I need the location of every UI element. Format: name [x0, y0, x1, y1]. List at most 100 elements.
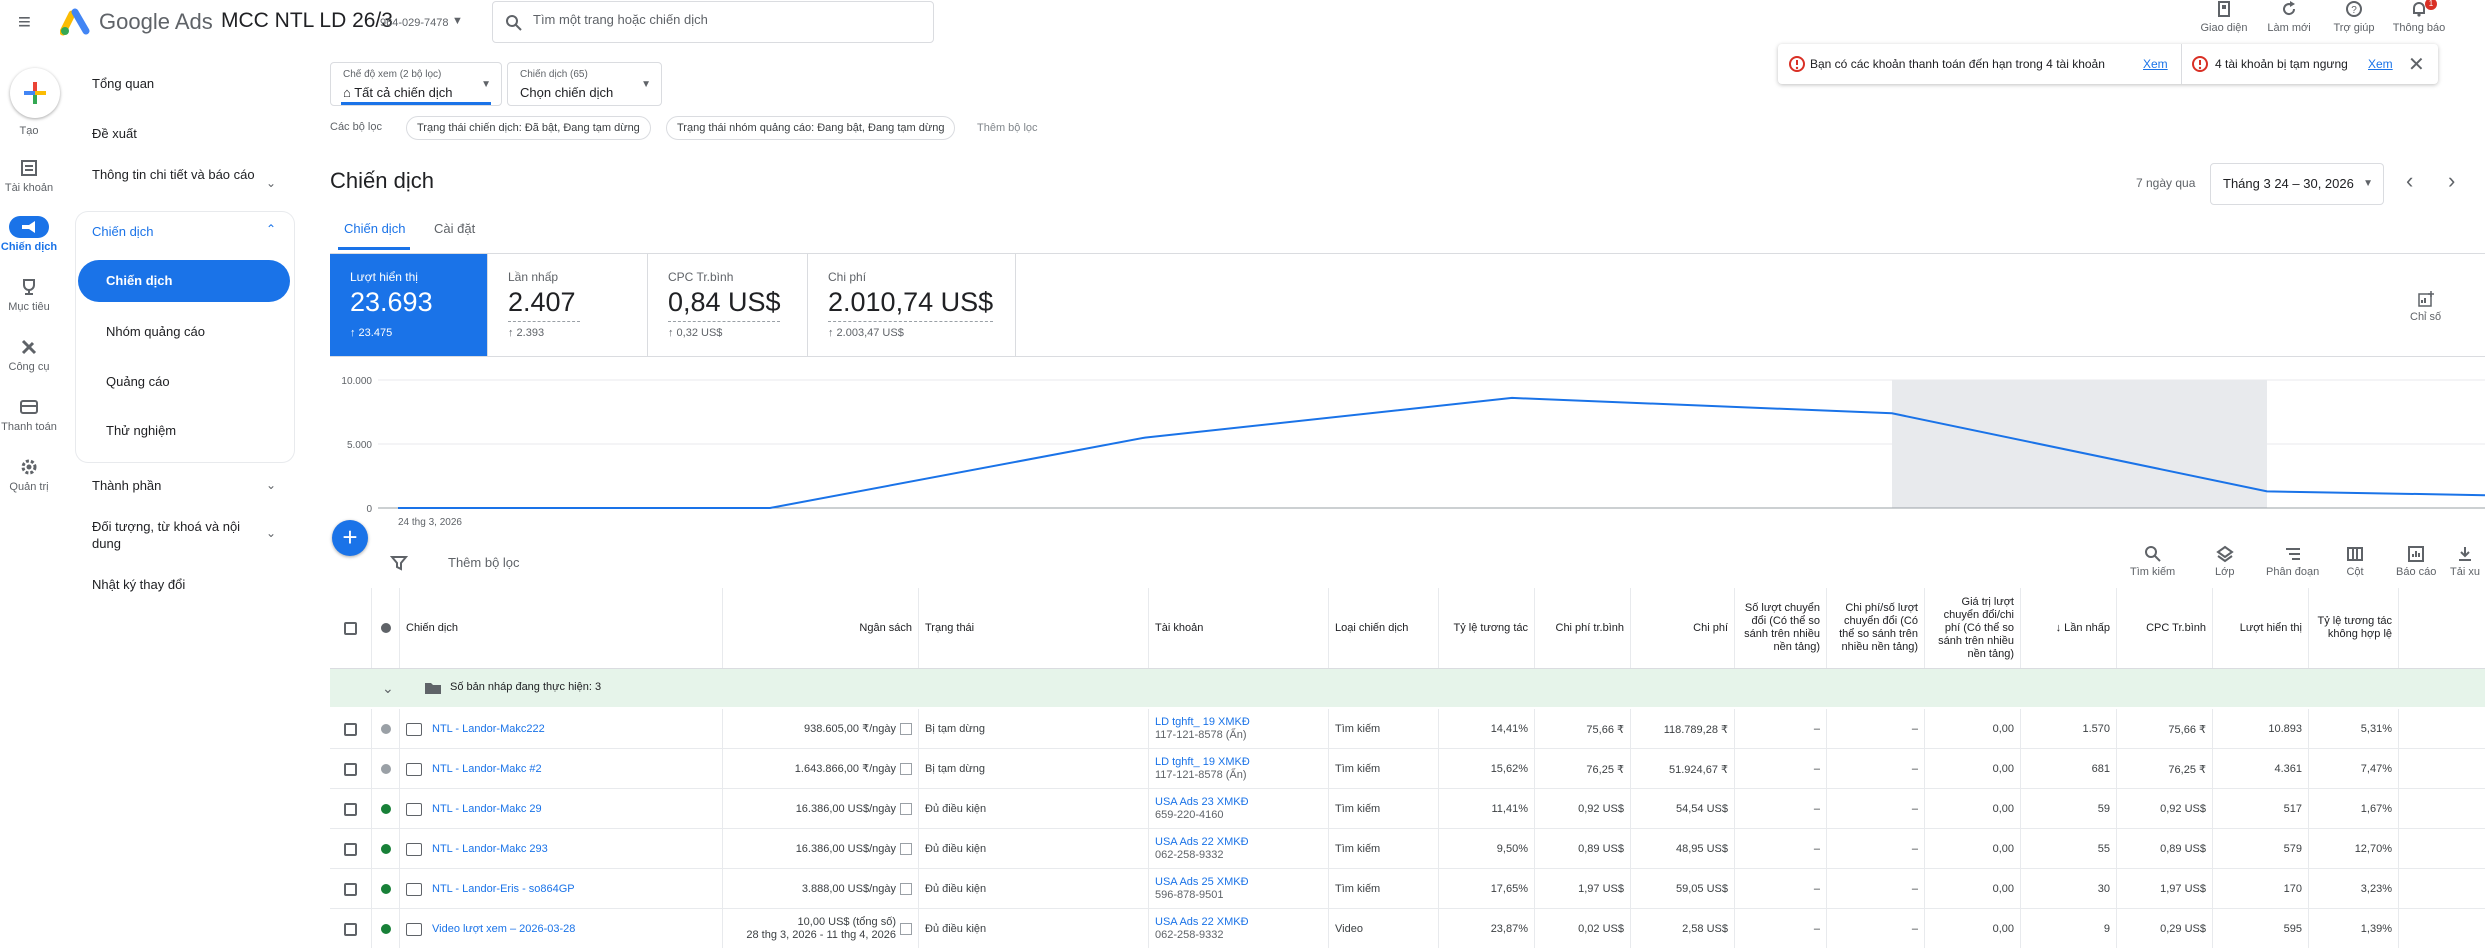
chevron-down-icon[interactable]: ⌄ [265, 478, 276, 492]
budget-chart-icon[interactable] [900, 763, 912, 775]
date-range-selector[interactable]: Tháng 3 24 – 30, 2026 ▼ [2210, 163, 2384, 205]
chevron-left-icon[interactable]: ‹ [2406, 168, 2414, 193]
chevron-down-icon[interactable]: ⌄ [265, 176, 276, 190]
cell-name[interactable]: NTL - Landor-Makc 29 [400, 789, 723, 829]
table-row[interactable]: NTL - Landor-Makc222 938.605,00 ₹/ngày Bị … [330, 709, 2485, 749]
kpi-cost[interactable]: Chi phí 2.010,74 US$ ↑ 2.003,47 US$ [808, 254, 1016, 356]
header-avg-cpc[interactable]: CPC Tr.bình [2117, 588, 2213, 668]
tab-settings[interactable]: Cài đặt [434, 221, 476, 236]
cell-name[interactable]: NTL - Landor-Eris - so864GP [400, 869, 723, 909]
rail-item-billing[interactable]: Thanh toán [0, 397, 58, 433]
account-name[interactable]: MCC NTL LD 26/3 [221, 9, 393, 32]
help-button[interactable]: ? Trợ giúp [2322, 0, 2386, 34]
header-type[interactable]: Loại chiến dịch [1329, 588, 1439, 668]
notification-suspended-link[interactable]: Xem [2368, 57, 2393, 71]
kpi-avg-cpc[interactable]: CPC Tr.bình 0,84 US$ ↑ 0,32 US$ [648, 254, 808, 356]
layers-button[interactable]: Lớp [2215, 545, 2234, 578]
nav-recommendations[interactable]: Đề xuất [92, 126, 137, 141]
campaign-name[interactable]: NTL - Landor-Makc #2 [432, 763, 542, 775]
chevron-down-icon[interactable]: ⌄ [265, 526, 276, 540]
columns-button[interactable]: Cột [2346, 545, 2364, 578]
status-dot[interactable] [372, 869, 400, 909]
notifications-button[interactable]: 1 Thông báo [2387, 0, 2451, 34]
status-dot[interactable] [372, 709, 400, 749]
download-button[interactable]: Tải xu [2450, 545, 2480, 578]
refresh-button[interactable]: Làm mới [2257, 0, 2321, 34]
cell-name[interactable]: NTL - Landor-Makc222 [400, 709, 723, 749]
campaign-name[interactable]: NTL - Landor-Makc 293 [432, 843, 548, 855]
campaign-selector[interactable]: Chiến dịch (65) Chọn chiến dịch ▼ [507, 62, 662, 106]
campaign-name[interactable]: NTL - Landor-Makc 29 [432, 803, 542, 815]
budget-chart-icon[interactable] [900, 923, 912, 935]
nav-assets[interactable]: Thành phần [92, 478, 162, 493]
filter-chip-adgroup-status[interactable]: Trạng thái nhóm quảng cáo: Đang bật, Đan… [666, 116, 956, 140]
campaign-name[interactable]: NTL - Landor-Eris - so864GP [432, 883, 575, 895]
menu-icon[interactable]: ≡ [18, 9, 31, 34]
budget-chart-icon[interactable] [900, 843, 912, 855]
cell-name[interactable]: Video lượt xem – 2026-03-28 [400, 909, 723, 948]
account-link[interactable]: USA Ads 22 XMKĐ [1155, 836, 1249, 848]
filter-chip-campaign-status[interactable]: Trạng thái chiến dịch: Đã bật, Đang tạm … [406, 116, 651, 140]
search-input[interactable] [533, 12, 923, 27]
header-cost[interactable]: Chi phí [1631, 588, 1735, 668]
nav-audiences[interactable]: Đối tượng, từ khoá và nội dung [76, 518, 256, 552]
header-impressions[interactable]: Lượt hiển thị [2213, 588, 2309, 668]
header-avg-cost[interactable]: Chi phí tr.bình [1535, 588, 1631, 668]
segment-button[interactable]: Phân đoạn [2266, 545, 2319, 578]
header-conversions[interactable]: Số lượt chuyển đổi (Có thể so sánh trên … [1735, 588, 1827, 668]
chevron-up-icon[interactable]: ⌃ [265, 222, 276, 236]
rail-item-tools[interactable]: Công cụ [0, 337, 58, 373]
table-row[interactable]: NTL - Landor-Eris - so864GP 3.888,00 US$/… [330, 869, 2485, 909]
budget-chart-icon[interactable] [900, 723, 912, 735]
row-checkbox[interactable] [330, 789, 372, 829]
header-account[interactable]: Tài khoản [1149, 588, 1329, 668]
header-ctr[interactable]: Tỷ lệ tương tác [1439, 588, 1535, 668]
notification-payment-link[interactable]: Xem [2143, 57, 2168, 71]
row-checkbox[interactable] [330, 869, 372, 909]
header-budget[interactable]: Ngân sách [723, 588, 919, 668]
kpi-clicks[interactable]: Lần nhấp 2.407 ↑ 2.393 [488, 254, 648, 356]
rail-item-campaigns[interactable]: Chiến dịch [0, 216, 58, 253]
cell-name[interactable]: NTL - Landor-Makc 293 [400, 829, 723, 869]
rail-item-goals[interactable]: Mục tiêu [0, 277, 58, 313]
account-link[interactable]: LD tghft_ 19 XMKĐ [1155, 756, 1250, 768]
header-cost-per-conv[interactable]: Chi phí/số lượt chuyển đổi (Có thể so sá… [1827, 588, 1925, 668]
nav-experiments[interactable]: Thử nghiệm [106, 423, 177, 438]
table-row[interactable]: Video lượt xem – 2026-03-28 10,00 US$ (tổ… [330, 909, 2485, 948]
row-checkbox[interactable] [330, 909, 372, 948]
table-row[interactable]: NTL - Landor-Makc 293 16.386,00 US$/ngày Đ… [330, 829, 2485, 869]
table-row[interactable]: NTL - Landor-Makc 29 16.386,00 US$/ngày Đủ… [330, 789, 2485, 829]
add-filter-link[interactable]: Thêm bộ lọc [977, 122, 1038, 134]
row-checkbox[interactable] [330, 749, 372, 789]
header-campaign[interactable]: Chiến dịch [400, 588, 723, 668]
view-selector[interactable]: Chế độ xem (2 bộ lọc) ⌂ Tất cả chiến dịc… [330, 62, 502, 106]
header-clicks[interactable]: ↓ Lần nhấp [2021, 588, 2117, 668]
report-button[interactable]: Báo cáo [2396, 545, 2436, 578]
filter-icon[interactable] [390, 554, 408, 572]
add-campaign-button[interactable]: + [332, 520, 368, 556]
nav-insights[interactable]: Thông tin chi tiết và báo cáo [76, 167, 256, 183]
nav-ad-groups[interactable]: Nhóm quảng cáo [106, 324, 206, 339]
status-dot[interactable] [372, 829, 400, 869]
search-box[interactable] [492, 1, 934, 43]
header-conv-value-cost[interactable]: Giá trị lượt chuyển đổi/chi phí (Có thể … [1925, 588, 2021, 668]
nav-overview[interactable]: Tổng quan [92, 76, 155, 91]
status-dot[interactable] [372, 789, 400, 829]
table-row[interactable]: NTL - Landor-Makc #2 1.643.866,00 ₹/ngày B… [330, 749, 2485, 789]
appearance-button[interactable]: Giao diện [2192, 0, 2256, 34]
metrics-button[interactable]: Chỉ số [2410, 290, 2441, 323]
drafts-row[interactable]: ⌄ Số bản nháp đang thực hiện: 3 [330, 669, 2485, 707]
table-search-button[interactable]: Tìm kiếm [2130, 545, 2175, 578]
campaign-name[interactable]: Video lượt xem – 2026-03-28 [432, 923, 576, 935]
chevron-right-icon[interactable]: › [2448, 168, 2456, 193]
cell-name[interactable]: NTL - Landor-Makc #2 [400, 749, 723, 789]
status-dot[interactable] [372, 749, 400, 789]
rail-item-accounts[interactable]: Tài khoản [0, 158, 58, 194]
header-invalid-rate[interactable]: Tỷ lệ tương tác không hợp lệ [2309, 588, 2399, 668]
select-all-checkbox[interactable] [330, 588, 372, 668]
add-filter-button[interactable]: Thêm bộ lọc [448, 555, 520, 570]
kpi-impressions[interactable]: Lượt hiển thị 23.693 ↑ 23.475 [330, 254, 488, 356]
row-checkbox[interactable] [330, 709, 372, 749]
row-checkbox[interactable] [330, 829, 372, 869]
account-link[interactable]: LD tghft_ 19 XMKĐ [1155, 716, 1250, 728]
